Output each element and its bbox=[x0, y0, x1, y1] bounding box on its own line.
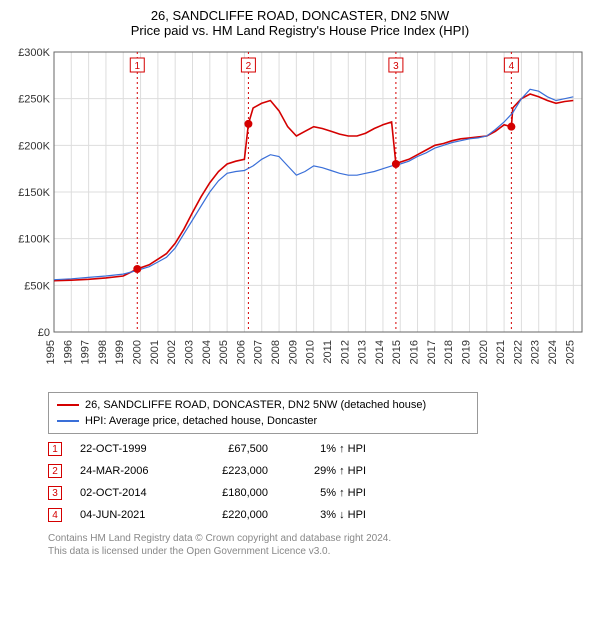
footnote-line-2: This data is licensed under the Open Gov… bbox=[48, 546, 330, 557]
x-axis-label: 2022 bbox=[512, 340, 524, 364]
legend-swatch bbox=[57, 404, 79, 406]
x-axis-label: 2000 bbox=[132, 340, 144, 364]
transaction-number-badge: 4 bbox=[48, 508, 62, 522]
transaction-number-badge: 3 bbox=[48, 486, 62, 500]
x-axis-label: 1998 bbox=[97, 340, 109, 364]
title-line-2: Price paid vs. HM Land Registry's House … bbox=[8, 23, 592, 38]
x-axis-label: 2014 bbox=[374, 340, 386, 364]
x-axis-label: 2024 bbox=[547, 340, 559, 364]
y-axis-label: £0 bbox=[38, 327, 50, 339]
transaction-marker bbox=[392, 160, 400, 168]
x-axis-label: 2008 bbox=[270, 340, 282, 364]
x-axis-label: 2003 bbox=[183, 340, 195, 364]
x-axis-label: 2010 bbox=[305, 340, 317, 364]
x-axis-label: 2012 bbox=[339, 340, 351, 364]
x-axis-label: 2004 bbox=[201, 340, 213, 364]
x-axis-label: 2016 bbox=[409, 340, 421, 364]
x-axis-label: 2017 bbox=[426, 340, 438, 364]
y-axis-label: £200K bbox=[18, 140, 50, 152]
legend-swatch bbox=[57, 420, 79, 422]
legend-item: HPI: Average price, detached house, Donc… bbox=[57, 413, 469, 429]
y-axis-label: £150K bbox=[18, 187, 50, 199]
table-row: 2 24-MAR-2006 £223,000 29% ↑ HPI bbox=[48, 460, 592, 482]
x-axis-label: 2018 bbox=[443, 340, 455, 364]
transaction-callout: 1 bbox=[134, 61, 140, 72]
x-axis-label: 2015 bbox=[391, 340, 403, 364]
transaction-hpi-delta: 3% ↓ HPI bbox=[286, 509, 366, 521]
transaction-number-badge: 2 bbox=[48, 464, 62, 478]
x-axis-label: 2025 bbox=[564, 340, 576, 364]
legend-label: HPI: Average price, detached house, Donc… bbox=[85, 415, 317, 427]
y-axis-label: £300K bbox=[18, 47, 50, 59]
footnote-line-1: Contains HM Land Registry data © Crown c… bbox=[48, 533, 391, 544]
transaction-callout: 4 bbox=[509, 61, 515, 72]
transaction-date: 22-OCT-1999 bbox=[80, 443, 180, 455]
x-axis-label: 2019 bbox=[460, 340, 472, 364]
x-axis-label: 2021 bbox=[495, 340, 507, 364]
transaction-date: 24-MAR-2006 bbox=[80, 465, 180, 477]
x-axis-label: 2006 bbox=[235, 340, 247, 364]
legend: 26, SANDCLIFFE ROAD, DONCASTER, DN2 5NW … bbox=[48, 392, 478, 434]
transaction-callout: 3 bbox=[393, 61, 399, 72]
x-axis-label: 2013 bbox=[357, 340, 369, 364]
x-axis-label: 2023 bbox=[530, 340, 542, 364]
transaction-date: 04-JUN-2021 bbox=[80, 509, 180, 521]
transaction-marker bbox=[507, 123, 515, 131]
table-row: 3 02-OCT-2014 £180,000 5% ↑ HPI bbox=[48, 482, 592, 504]
transaction-hpi-delta: 29% ↑ HPI bbox=[286, 465, 366, 477]
y-axis-label: £250K bbox=[18, 94, 50, 106]
x-axis-label: 2020 bbox=[478, 340, 490, 364]
transaction-marker bbox=[244, 120, 252, 128]
transaction-marker bbox=[133, 265, 141, 273]
price-chart: £0 £50K £100K £150K £200K £250K £300K 1995 1996 1… bbox=[8, 46, 592, 386]
y-axis-label: £100K bbox=[18, 234, 50, 246]
x-axis-label: 2009 bbox=[287, 340, 299, 364]
x-axis-label: 2011 bbox=[322, 340, 334, 364]
transaction-callout: 2 bbox=[246, 61, 252, 72]
transaction-price: £220,000 bbox=[198, 509, 268, 521]
transaction-date: 02-OCT-2014 bbox=[80, 487, 180, 499]
x-axis-label: 1996 bbox=[62, 340, 74, 364]
transaction-price: £67,500 bbox=[198, 443, 268, 455]
x-axis-label: 2007 bbox=[253, 340, 265, 364]
transaction-hpi-delta: 5% ↑ HPI bbox=[286, 487, 366, 499]
legend-item: 26, SANDCLIFFE ROAD, DONCASTER, DN2 5NW … bbox=[57, 397, 469, 413]
y-axis-label: £50K bbox=[24, 280, 50, 292]
x-axis-label: 2005 bbox=[218, 340, 230, 364]
table-row: 4 04-JUN-2021 £220,000 3% ↓ HPI bbox=[48, 504, 592, 526]
transaction-price: £223,000 bbox=[198, 465, 268, 477]
x-axis-label: 1999 bbox=[114, 340, 126, 364]
transaction-hpi-delta: 1% ↑ HPI bbox=[286, 443, 366, 455]
x-axis-label: 1995 bbox=[45, 340, 57, 364]
legend-label: 26, SANDCLIFFE ROAD, DONCASTER, DN2 5NW … bbox=[85, 399, 426, 411]
transaction-price: £180,000 bbox=[198, 487, 268, 499]
x-axis-label: 2001 bbox=[149, 340, 161, 364]
table-row: 1 22-OCT-1999 £67,500 1% ↑ HPI bbox=[48, 438, 592, 460]
transaction-number-badge: 1 bbox=[48, 442, 62, 456]
footnote: Contains HM Land Registry data © Crown c… bbox=[48, 532, 592, 558]
chart-svg: £0 £50K £100K £150K £200K £250K £300K 1995 1996 1… bbox=[8, 46, 592, 386]
x-axis-label: 1997 bbox=[80, 340, 92, 364]
title-line-1: 26, SANDCLIFFE ROAD, DONCASTER, DN2 5NW bbox=[8, 8, 592, 23]
transaction-table: 1 22-OCT-1999 £67,500 1% ↑ HPI 2 24-MAR-2006 £… bbox=[48, 438, 592, 526]
x-axis-label: 2002 bbox=[166, 340, 178, 364]
